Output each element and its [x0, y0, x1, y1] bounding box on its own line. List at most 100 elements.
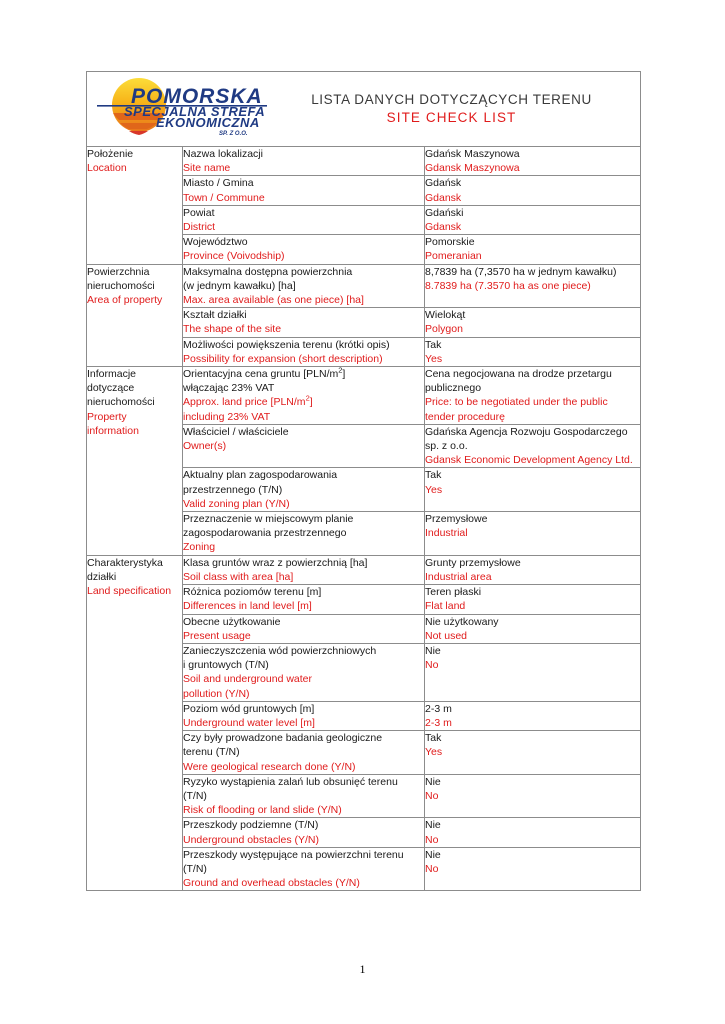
- category-label-pl: Informacje dotyczące nieruchomości: [87, 368, 155, 409]
- field-value-cell: Wielokąt Polygon: [423, 307, 642, 338]
- field-label-pl: Możliwości powiększenia terenu (krótki o…: [183, 338, 390, 351]
- field-label-cell: Różnica poziomów terenu [m] Differences i…: [182, 584, 425, 615]
- header-row: POMORSKA SPECJALNA STREFA EKONOMICZNA SP…: [85, 71, 642, 147]
- field-label-pl: Poziom wód gruntowych [m]: [183, 702, 315, 715]
- field-value-cell: Tak Yes: [423, 336, 642, 368]
- field-label-en: Possibility for expansion (short descrip…: [183, 352, 383, 365]
- field-value-en: No: [425, 833, 439, 846]
- field-label-cell: Nazwa lokalizacji Site name: [182, 145, 425, 177]
- field-value-en: Not used: [425, 629, 468, 642]
- field-label-en: Approx. land price [PLN/m2] including 23…: [183, 393, 313, 423]
- table-row: Czy były prowadzone badania geologiczne …: [87, 730, 642, 775]
- field-label-cell: Ryzyko wystąpienia zalań lub obsunięć te…: [182, 773, 425, 819]
- table-body: POMORSKA SPECJALNA STREFA EKONOMICZNA SP…: [85, 71, 642, 892]
- field-value-en: Gdansk: [425, 191, 462, 204]
- field-label-cell: Maksymalna dostępna powierzchnia (w jedn…: [182, 263, 425, 309]
- field-value-pl: Cena negocjowana na drodze przetargu pub…: [425, 368, 612, 395]
- table-row: Województwo Province (Voivodship) Pomorski…: [87, 234, 642, 265]
- field-label-cell: Właściciel / właściciele Owner(s): [182, 423, 425, 469]
- field-label-cell: Powiat District: [182, 204, 425, 236]
- field-value-en: 2-3 m: [425, 716, 452, 729]
- field-value-pl: Tak: [425, 338, 442, 351]
- svg-text:SPECJALNA STREFA: SPECJALNA STREFA: [124, 104, 265, 119]
- field-label-pl: Przeszkody podziemne (T/N): [183, 819, 319, 832]
- table-row: Przeznaczenie w miejscowym planie zagosp…: [87, 511, 642, 556]
- field-label-pl: Aktualny plan zagospodarowania przestrze…: [183, 469, 338, 496]
- field-value-pl: Nie: [425, 644, 441, 657]
- field-label-en: Max. area available (as one piece) [ha]: [183, 294, 364, 307]
- table-row: Obecne użytkowanie Present usage Nie użytk…: [87, 613, 642, 644]
- field-value-cell: 8,7839 ha (7,3570 ha w jednym kawałku) 8.…: [423, 263, 642, 309]
- field-label-en: Zoning: [183, 541, 216, 554]
- category-label-en: Location: [87, 162, 127, 175]
- field-label-cell: Czy były prowadzone badania geologiczne …: [182, 730, 425, 775]
- field-label-pl: Miasto / Gmina: [183, 177, 254, 190]
- field-label-pl: Zanieczyszczenia wód powierzchniowych i …: [183, 644, 377, 672]
- field-label-pl: Czy były prowadzone badania geologiczne …: [183, 732, 383, 759]
- table-row: Powiat District Gdański Gdansk: [87, 204, 642, 236]
- field-value-cell: Tak Yes: [423, 730, 642, 775]
- table-row: Poziom wód gruntowych [m] Underground wat…: [87, 700, 642, 732]
- field-value-pl: Pomorskie: [425, 236, 475, 249]
- field-label-cell: Poziom wód gruntowych [m] Underground wat…: [182, 700, 425, 732]
- field-value-en: Price: to be negotiated under the public…: [425, 396, 608, 423]
- field-value-pl: Nie: [425, 819, 441, 832]
- field-value-cell: Gdańsk Gdansk: [423, 175, 642, 206]
- field-value-cell: Nie No: [423, 846, 642, 892]
- field-value-pl: Przemysłowe: [425, 513, 488, 526]
- category-label-pl: Powierzchnia nieruchomości: [87, 265, 155, 292]
- field-label-pl: Powiat: [183, 206, 215, 219]
- field-value-cell: Nie No: [423, 817, 642, 848]
- field-label-en: Town / Commune: [183, 191, 265, 204]
- field-label-en: Risk of flooding or land slide (Y/N): [183, 804, 342, 817]
- field-value-en: Gdansk Economic Development Agency Ltd.: [425, 454, 633, 467]
- table-row: Położenie Location Nazwa lokalizacji Site n…: [86, 145, 642, 265]
- field-value-cell: Gdańska Agencja Rozwoju Gospodarczego sp…: [423, 423, 642, 469]
- field-label-pl: Ryzyko wystąpienia zalań lub obsunięć te…: [183, 775, 398, 802]
- field-value-pl: Gdańsk Maszynowa: [425, 148, 520, 160]
- field-label-pl: Przeszkody występujące na powierzchni te…: [183, 848, 404, 875]
- field-label-en: The shape of the site: [183, 323, 282, 336]
- field-value-cell: Tak Yes: [423, 467, 642, 513]
- field-value-cell: Nie użytkowany Not used: [423, 613, 642, 644]
- field-value-en: No: [425, 862, 439, 875]
- field-label-en: Underground obstacles (Y/N): [183, 833, 319, 846]
- field-label-en: Present usage: [183, 629, 251, 642]
- table-row: Charakterystyka działki Land specificatio…: [86, 554, 642, 892]
- document-header-cell: POMORSKA SPECJALNA STREFA EKONOMICZNA SP…: [85, 71, 642, 147]
- field-value-en: Gdansk: [425, 221, 462, 234]
- field-label-en: District: [183, 221, 216, 234]
- field-value-en: Industrial area: [425, 570, 492, 583]
- field-label-cell: Województwo Province (Voivodship): [182, 234, 425, 265]
- field-value-cell: Nie No: [423, 642, 642, 702]
- field-value-cell: Przemysłowe Industrial: [423, 511, 642, 556]
- field-label-pl: Klasa gruntów wraz z powierzchnią [ha]: [183, 556, 368, 569]
- field-value-en: Pomeranian: [425, 250, 482, 263]
- field-label-en: Underground water level [m]: [183, 716, 315, 729]
- table-row: Przeszkody podziemne (T/N) Underground ob…: [87, 817, 642, 848]
- table-row: Zanieczyszczenia wód powierzchniowych i …: [87, 642, 642, 702]
- category-label-en: Property information: [87, 410, 139, 437]
- field-value-cell: Grunty przemysłowe Industrial area: [423, 554, 642, 586]
- field-value-cell: Gdańsk Maszynowa Gdansk Maszynowa: [423, 145, 642, 177]
- field-value-pl: Nie: [425, 775, 441, 788]
- field-value-en: Gdansk Maszynowa: [425, 162, 520, 175]
- field-label-pl: Różnica poziomów terenu [m]: [183, 586, 322, 599]
- field-label-cell: Kształt działki The shape of the site: [182, 307, 425, 338]
- field-label-en: Site name: [183, 162, 231, 175]
- document-title-block: LISTA DANYCH DOTYCZĄCYCH TERENU SITE CHE…: [273, 91, 640, 127]
- field-label-cell: Przeszkody występujące na powierzchni te…: [182, 846, 425, 892]
- field-value-cell: Pomorskie Pomeranian: [423, 234, 642, 265]
- field-value-pl: Wielokąt: [425, 309, 466, 322]
- svg-text:POMORSKA: POMORSKA: [131, 85, 263, 108]
- field-value-cell: Nie No: [423, 773, 642, 819]
- field-value-pl: Gdańsk: [425, 177, 462, 190]
- site-check-list-table: POMORSKA SPECJALNA STREFA EKONOMICZNA SP…: [85, 71, 642, 892]
- field-label-pl: Obecne użytkowanie: [183, 615, 281, 628]
- logo-container: POMORSKA SPECJALNA STREFA EKONOMICZNA SP…: [87, 72, 273, 146]
- field-value-cell: Gdański Gdansk: [423, 204, 642, 236]
- field-label-en: Were geological research done (Y/N): [183, 760, 356, 773]
- field-value-en: Yes: [425, 746, 443, 759]
- field-value-pl: Gdański: [425, 206, 464, 219]
